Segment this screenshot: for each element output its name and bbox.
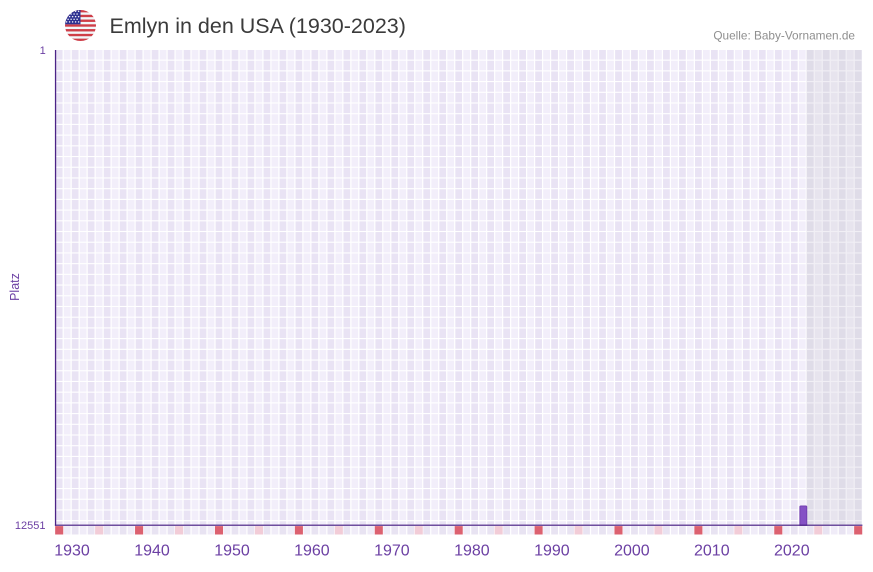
svg-text:2020: 2020: [774, 543, 810, 560]
svg-text:2000: 2000: [614, 543, 650, 560]
svg-text:1970: 1970: [374, 543, 410, 560]
svg-text:1950: 1950: [214, 543, 250, 560]
svg-text:12551: 12551: [15, 520, 46, 532]
svg-text:1940: 1940: [134, 543, 170, 560]
svg-text:Platz: Platz: [8, 273, 22, 301]
svg-text:1960: 1960: [294, 543, 330, 560]
svg-text:1980: 1980: [454, 543, 490, 560]
svg-text:2010: 2010: [694, 543, 730, 560]
svg-text:1990: 1990: [534, 543, 570, 560]
svg-text:1: 1: [40, 45, 46, 57]
svg-text:Quelle: Baby-Vornamen.de: Quelle: Baby-Vornamen.de: [713, 29, 855, 43]
svg-text:1930: 1930: [54, 543, 90, 560]
svg-text:Emlyn in den USA (1930-2023): Emlyn in den USA (1930-2023): [110, 14, 406, 38]
